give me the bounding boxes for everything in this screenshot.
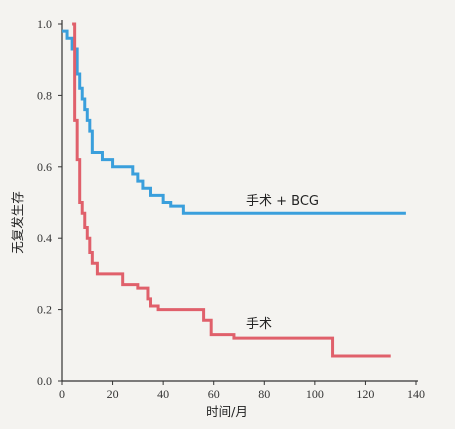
x-tick-label: 140 bbox=[407, 387, 425, 401]
x-tick-label: 0 bbox=[59, 387, 65, 401]
y-tick-label: 0.4 bbox=[37, 231, 52, 245]
y-tick-label: 0.2 bbox=[37, 303, 52, 317]
y-tick-label: 1.0 bbox=[37, 17, 52, 31]
x-axis-title: 时间/月 bbox=[206, 404, 248, 419]
y-tick-label: 0.0 bbox=[37, 374, 52, 388]
y-axis-title: 无复发生存 bbox=[10, 191, 25, 254]
axes: 0 20 40 60 80 100 120 140 0.0 0.2 0.4 0.6 0.8 1.0 bbox=[37, 17, 425, 401]
series-layer bbox=[62, 22, 406, 358]
x-tick-label: 20 bbox=[107, 387, 119, 401]
y-tick-label: 0.6 bbox=[37, 160, 52, 174]
series-label-surgery: 手术 bbox=[246, 317, 272, 332]
series-line-0 bbox=[62, 29, 406, 215]
x-tick-label: 80 bbox=[258, 387, 270, 401]
y-tick-label: 0.8 bbox=[37, 88, 52, 102]
x-tick-label: 40 bbox=[157, 387, 169, 401]
series-label-surgery-bcg: 手术 + BCG bbox=[246, 194, 319, 209]
x-tick-label: 120 bbox=[356, 387, 374, 401]
x-tick-label: 60 bbox=[208, 387, 220, 401]
series-line-1 bbox=[72, 22, 391, 358]
x-tick-label: 100 bbox=[306, 387, 324, 401]
